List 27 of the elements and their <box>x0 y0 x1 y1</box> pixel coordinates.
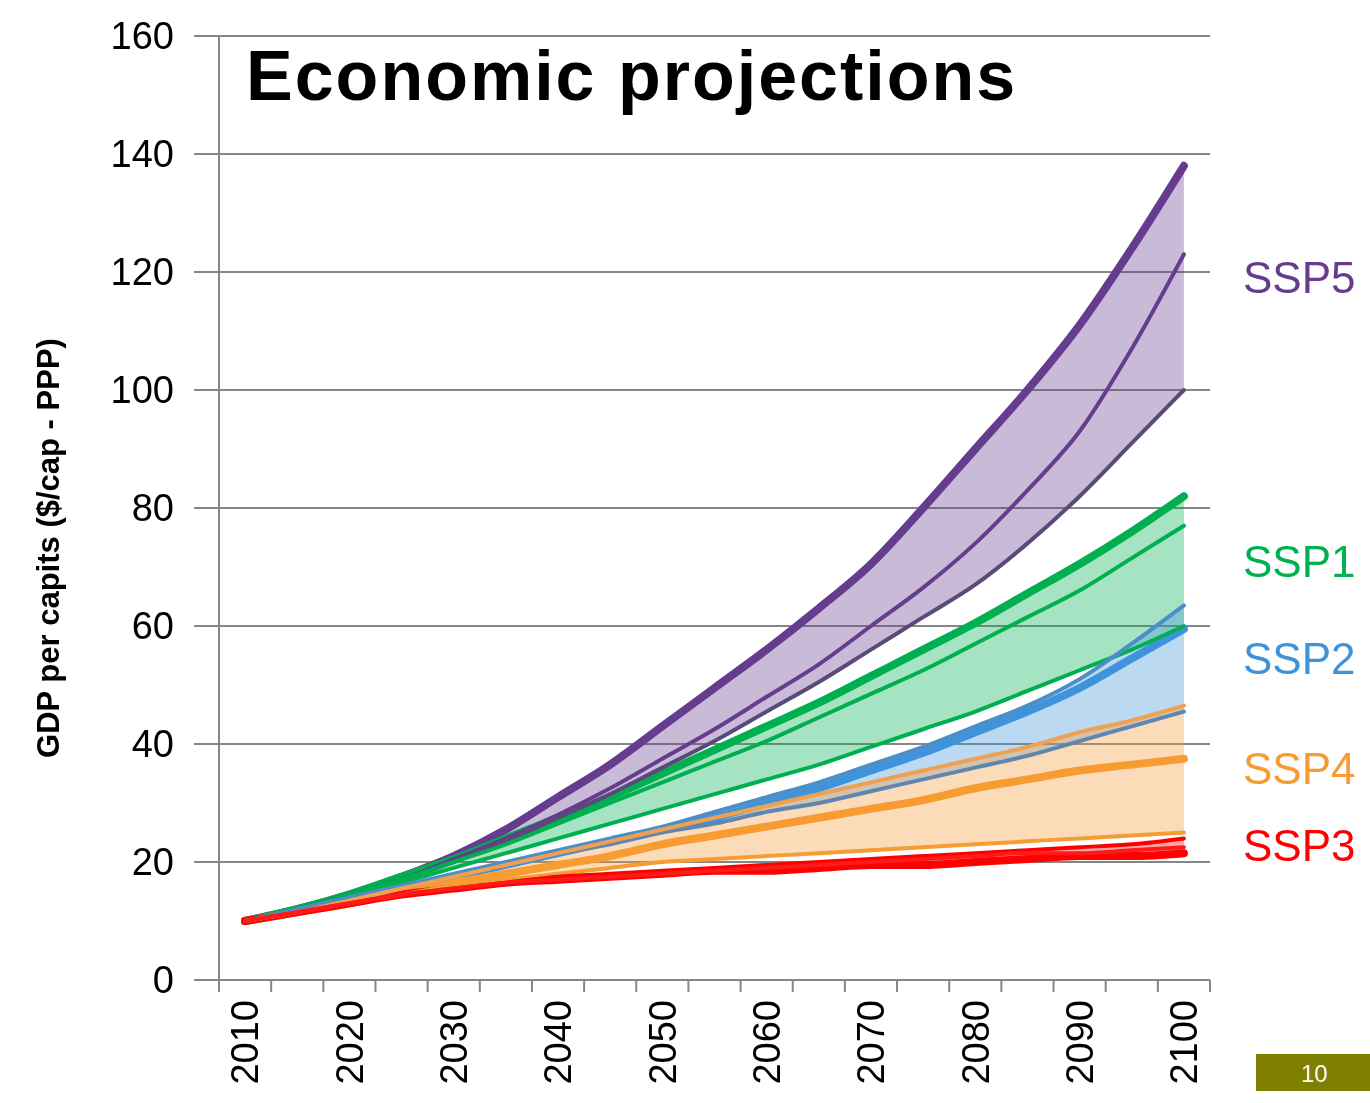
y-axis-title: GDP per capits ($/cap - PPP) <box>30 338 66 758</box>
series-label: SSP4 <box>1243 744 1356 794</box>
y-tick-label: 60 <box>131 605 174 648</box>
series-label: SSP3 <box>1243 821 1356 871</box>
x-tick-label: 2100 <box>1163 1000 1206 1085</box>
y-tick-label: 0 <box>152 959 174 1002</box>
x-tick-label: 2070 <box>850 1000 893 1085</box>
y-tick-label: 100 <box>110 369 174 412</box>
x-tick-label: 2030 <box>433 1000 476 1085</box>
x-tick-label: 2010 <box>224 1000 267 1085</box>
y-tick-label: 160 <box>110 15 174 58</box>
y-tick-label: 40 <box>131 723 174 766</box>
y-tick-label: 120 <box>110 251 174 294</box>
text: 10 <box>1301 1060 1328 1087</box>
x-tick-label: 2050 <box>641 1000 684 1085</box>
x-tick-label: 2060 <box>745 1000 788 1085</box>
y-tick-label: 140 <box>110 133 174 176</box>
y-tick-label: 20 <box>131 841 174 884</box>
text: SSP5 <box>1243 253 1356 303</box>
chart-title: Economic projections <box>246 37 1018 115</box>
x-tick-label: 2080 <box>954 1000 997 1085</box>
series-label: SSP2 <box>1243 633 1356 683</box>
x-tick-label: 2040 <box>537 1000 580 1085</box>
y-tick-label: 80 <box>131 487 174 530</box>
x-tick-label: 2090 <box>1058 1000 1101 1085</box>
x-tick-label: 2020 <box>328 1000 371 1085</box>
series-label: SSP1 <box>1243 536 1356 586</box>
